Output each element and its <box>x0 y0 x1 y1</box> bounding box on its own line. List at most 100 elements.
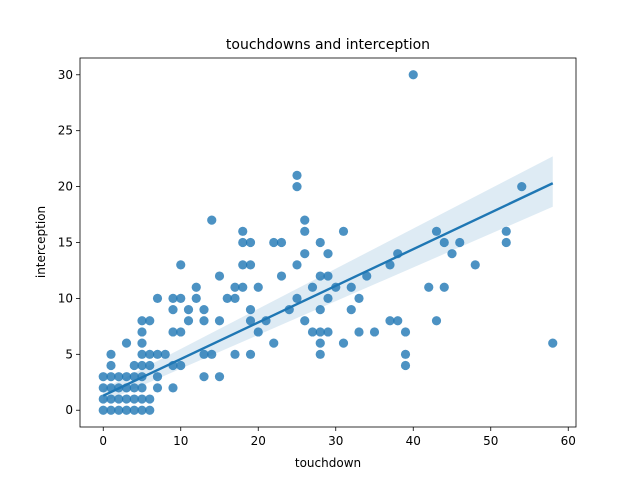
scatter-point <box>238 282 248 292</box>
scatter-point <box>214 316 225 326</box>
scatter-point <box>362 271 372 281</box>
scatter-point <box>315 237 325 248</box>
scatter-point <box>98 394 108 404</box>
scatter-point <box>176 293 186 304</box>
scatter-point <box>408 70 418 80</box>
scatter-point <box>307 327 318 337</box>
x-tick-label: 0 <box>99 434 107 448</box>
scatter-point <box>424 282 434 292</box>
scatter-point <box>292 181 302 192</box>
scatter-point <box>276 237 287 248</box>
scatter-point <box>176 360 186 371</box>
scatter-point <box>129 360 139 371</box>
scatter-point <box>191 293 201 304</box>
scatter-point <box>323 327 333 337</box>
scatter-point <box>315 349 325 359</box>
scatter-point <box>207 215 217 225</box>
scatter-point <box>354 293 364 304</box>
scatter-point <box>137 394 147 404</box>
scatter-point <box>152 293 163 304</box>
chart-title: touchdowns and interception <box>226 37 430 53</box>
scatter-point <box>152 383 163 393</box>
scatter-point <box>276 271 287 281</box>
scatter-point <box>501 237 511 248</box>
scatter-point <box>338 338 349 348</box>
scatter-points-layer <box>98 70 558 415</box>
scatter-point <box>269 338 279 348</box>
scatter-point <box>183 316 194 326</box>
scatter-point <box>292 170 302 181</box>
scatter-point <box>176 327 186 337</box>
scatter-point <box>369 327 380 337</box>
y-axis-label: interception <box>34 206 48 278</box>
y-tick-label: 20 <box>58 180 73 194</box>
scatter-point <box>137 383 147 393</box>
y-tick-label: 0 <box>65 403 73 417</box>
scatter-point <box>145 394 155 404</box>
scatter-point <box>106 372 116 382</box>
scatter-point <box>98 372 108 382</box>
scatter-point <box>354 327 364 337</box>
scatter-point <box>191 282 201 292</box>
scatter-point <box>152 372 163 382</box>
scatter-point <box>292 293 302 304</box>
x-tick-label: 60 <box>561 434 576 448</box>
y-axis-ticks: 0 5 10 15 20 25 30 <box>58 68 80 417</box>
scatter-point <box>160 349 170 359</box>
scatter-point <box>230 282 240 292</box>
scatter-point <box>431 316 442 326</box>
scatter-point <box>176 260 186 270</box>
regression-line-layer <box>102 182 554 397</box>
scatter-point <box>214 372 225 382</box>
y-tick-label: 10 <box>58 291 73 305</box>
scatter-point <box>323 293 333 304</box>
scatter-point <box>300 316 310 326</box>
scatter-point <box>315 327 325 337</box>
scatter-point <box>253 327 263 337</box>
x-tick-label: 40 <box>406 434 421 448</box>
x-tick-label: 10 <box>173 434 188 448</box>
scatter-point <box>168 383 178 393</box>
scatter-point <box>137 360 147 371</box>
scatter-point <box>300 249 310 259</box>
scatter-point <box>439 237 449 248</box>
scatter-point <box>307 282 318 292</box>
scatter-point <box>238 260 248 270</box>
scatter-point <box>431 226 442 236</box>
scatter-point <box>114 372 124 382</box>
scatter-point <box>315 271 325 281</box>
scatter-point <box>114 405 124 415</box>
x-axis-label: touchdown <box>295 456 361 470</box>
scatter-point <box>245 237 256 248</box>
scatter-point <box>106 405 116 415</box>
scatter-point <box>238 237 248 248</box>
scatter-point <box>98 405 108 415</box>
scatter-point <box>230 293 240 304</box>
scatter-point <box>346 282 356 292</box>
scatter-point <box>199 349 209 359</box>
scatter-point <box>300 215 310 225</box>
scatter-point <box>98 383 108 393</box>
regression-line <box>102 182 554 397</box>
scatter-point <box>222 293 232 304</box>
scatter-point <box>106 349 116 359</box>
scatter-point <box>137 327 147 337</box>
scatter-point <box>183 304 194 315</box>
scatter-point <box>447 249 457 259</box>
y-tick-label: 15 <box>58 236 73 250</box>
x-tick-label: 30 <box>328 434 343 448</box>
scatter-point <box>168 327 178 337</box>
scatter-point <box>323 271 333 281</box>
scatter-point <box>129 383 139 393</box>
scatter-point <box>393 316 403 326</box>
scatter-point <box>137 316 147 326</box>
scatter-point <box>439 282 449 292</box>
scatter-point <box>300 226 310 236</box>
scatter-point <box>137 405 147 415</box>
scatter-point <box>548 338 558 348</box>
scatter-point <box>121 338 132 348</box>
scatter-point <box>315 338 325 348</box>
scatter-point <box>199 372 209 382</box>
scatter-point <box>245 316 256 326</box>
